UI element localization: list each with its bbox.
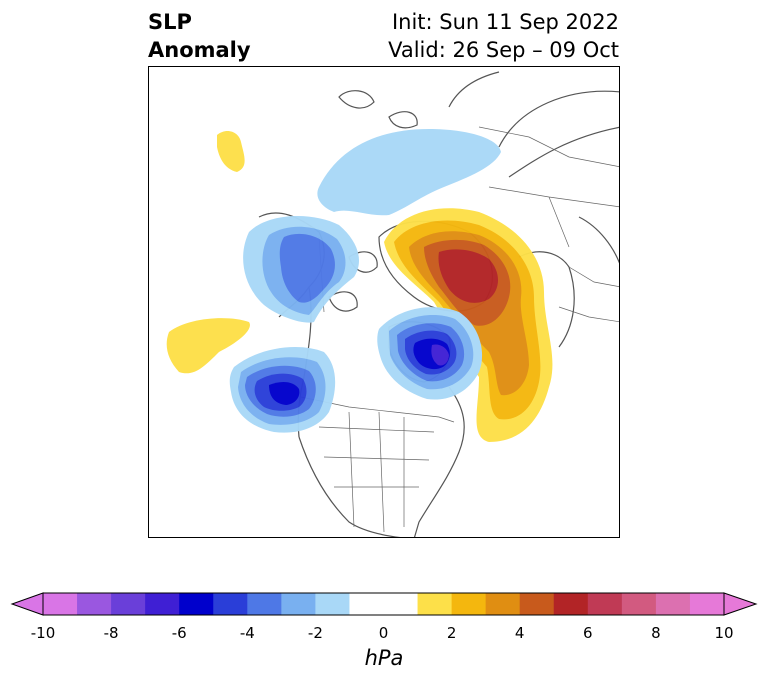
colorbar-cell [247, 593, 282, 615]
colorbar-cell [519, 593, 555, 615]
colorbar-tick-label: 8 [651, 624, 661, 642]
colorbar-cell [451, 593, 487, 615]
colorbar-tick-label: -2 [307, 624, 323, 642]
colorbar-tick-label: 6 [583, 624, 593, 642]
colorbar-tick-label: 10 [714, 624, 734, 642]
colorbar-cell [315, 593, 350, 615]
colorbar-cell [689, 593, 725, 615]
map-title: SLP Anomaly [148, 8, 251, 64]
negative-goa-5hpa [269, 381, 300, 405]
colorbar [10, 592, 758, 616]
arctic-islands [338, 90, 418, 129]
colorbar-cell [383, 593, 419, 615]
asia-coast [448, 71, 619, 178]
europe-borders [558, 266, 619, 323]
colorbar-cell [213, 593, 248, 615]
colorbar-tick-label: 4 [514, 624, 525, 642]
valid-range: Valid: 26 Sep – 09 Oct [388, 38, 619, 62]
colorbar-extend-min [10, 592, 44, 616]
colorbar-cell [43, 593, 78, 615]
anomaly-fields [166, 129, 553, 442]
colorbar-tick-label: 0 [378, 624, 389, 642]
init-date: Init: Sun 11 Sep 2022 [391, 10, 619, 34]
colorbar-cell [145, 593, 180, 615]
colorbar-cell [417, 593, 453, 615]
negative-arctic-light [317, 129, 501, 216]
colorbar-frame [42, 592, 725, 616]
colorbar-cell [655, 593, 691, 615]
colorbar-cells [10, 592, 758, 616]
us-state-lines [318, 411, 435, 533]
negative-hudson-6hpa [431, 344, 449, 366]
colorbar-cell [587, 593, 623, 615]
negative-alaska-3hpa [279, 233, 335, 303]
colorbar-cell [621, 593, 657, 615]
colorbar-cell [111, 593, 146, 615]
us-mexico [298, 436, 401, 537]
colorbar-tick-label: -6 [171, 624, 187, 642]
colorbar-tick-label: 2 [446, 624, 457, 642]
us-canada-border [300, 396, 455, 423]
map-dates: Init: Sun 11 Sep 2022 Valid: 26 Sep – 09… [388, 8, 619, 64]
colorbar-tick-label: -8 [103, 624, 119, 642]
colorbar-tick-label: -4 [239, 624, 255, 642]
colorbar-cell [77, 593, 112, 615]
colorbar-unit-label: hPa [364, 646, 404, 670]
colorbar-cell [281, 593, 316, 615]
colorbar-cell [553, 593, 589, 615]
positive-blob-siberia [217, 131, 245, 172]
title-variable: SLP [148, 10, 192, 34]
colorbar-extend-max [723, 592, 758, 616]
positive-blob-pacific [166, 318, 250, 374]
positive-contour-5hpa [438, 249, 498, 303]
colorbar-tick-label: -10 [30, 624, 56, 642]
colorbar-cell [179, 593, 214, 615]
north-america-east [413, 386, 465, 537]
colorbar-cell [349, 593, 384, 615]
title-descriptor: Anomaly [148, 38, 251, 62]
colorbar-cell [485, 593, 521, 615]
siberia-borders [478, 126, 619, 248]
map-canvas [166, 71, 619, 537]
map-panel [148, 66, 620, 538]
